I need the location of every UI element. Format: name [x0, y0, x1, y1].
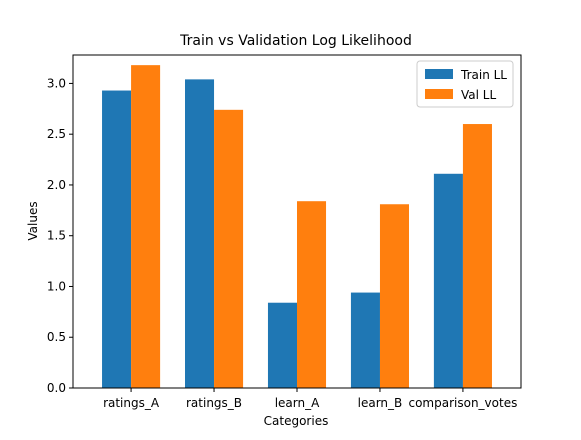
x-tick-label: learn_A [275, 396, 320, 410]
legend-label-train-ll: Train LL [460, 68, 507, 82]
bar-train-ll-learn-b [350, 292, 380, 388]
bar-train-ll-ratings-b [185, 79, 215, 389]
y-tick-label: 3.0 [47, 76, 66, 90]
bar-val-ll-learn-a [297, 201, 327, 388]
x-tick-label: learn_B [358, 396, 403, 410]
y-axis-label: Values [26, 201, 40, 240]
bar-val-ll-ratings-b [214, 109, 244, 388]
legend-label-val-ll: Val LL [461, 88, 496, 102]
x-tick-label: ratings_B [186, 396, 242, 410]
y-tick-label: 0.5 [47, 330, 66, 344]
bar-train-ll-ratings-a [102, 90, 132, 388]
y-tick-label: 1.0 [47, 279, 66, 293]
x-tick-label: comparison_votes [408, 396, 517, 410]
x-axis-label: Categories [264, 414, 329, 428]
legend-swatch-train-ll [425, 69, 453, 79]
y-tick-label: 1.5 [47, 229, 66, 243]
y-tick-label: 2.5 [47, 127, 66, 141]
bar-train-ll-comparison-votes [433, 173, 463, 388]
y-tick-label: 0.0 [47, 381, 66, 395]
chart-title: Train vs Validation Log Likelihood [179, 33, 412, 49]
bar-val-ll-ratings-a [131, 65, 161, 389]
plot-area: 0.0 0.5 1.0 1.5 2.0 2.5 3.0 ratings_A ratings_B l… [47, 54, 522, 410]
bar-val-ll-comparison-votes [462, 124, 492, 388]
bar-val-ll-learn-b [379, 204, 409, 388]
y-tick-label: 2.0 [47, 178, 66, 192]
bar-train-ll-learn-a [267, 302, 297, 388]
x-tick-label: ratings_A [103, 396, 160, 410]
legend-swatch-val-ll [425, 89, 453, 99]
